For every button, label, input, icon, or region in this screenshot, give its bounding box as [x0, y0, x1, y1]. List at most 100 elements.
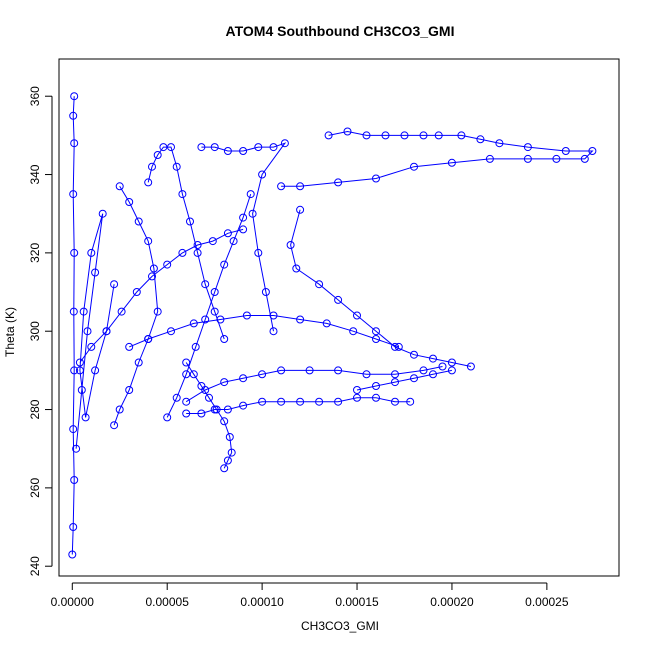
series-line [129, 315, 399, 348]
data-series [277, 127, 597, 191]
data-point [205, 393, 213, 402]
data-point [476, 135, 485, 144]
data-point [296, 205, 305, 214]
data-point [258, 170, 267, 179]
data-point [495, 139, 504, 148]
data-point [197, 382, 206, 390]
data-point [153, 307, 162, 316]
data-point [189, 370, 198, 379]
data-point [77, 386, 86, 394]
series-line [281, 130, 594, 187]
data-point [372, 327, 380, 336]
data-series [68, 92, 79, 559]
data-series [144, 143, 229, 343]
data-point [110, 421, 119, 430]
data-point [561, 147, 570, 155]
data-point [447, 358, 456, 367]
data-point [305, 366, 314, 375]
data-point [447, 366, 456, 375]
data-point [69, 425, 78, 434]
data-point [132, 288, 141, 296]
data-point [167, 327, 175, 336]
data-point [149, 264, 158, 273]
data-point [353, 393, 361, 402]
data-point [239, 225, 248, 234]
y-axis: 240 260 280 300 320 340 360 [28, 86, 53, 576]
x-axis: 0.00000 0.00005 0.00010 0.00015 0.00020 0.000… [51, 582, 569, 609]
data-point [91, 268, 100, 277]
data-point [429, 370, 437, 379]
data-point [220, 378, 229, 387]
data-point [523, 143, 532, 152]
data-point [115, 405, 124, 414]
data-point [343, 127, 352, 136]
data-point [216, 315, 225, 324]
data-point [159, 143, 168, 152]
data-point [172, 393, 181, 402]
data-point [447, 158, 456, 167]
data-point [334, 366, 343, 375]
x-tick-label: 0.00010 [240, 595, 284, 609]
data-point [248, 209, 257, 218]
data-point [410, 374, 418, 383]
series-line [147, 146, 225, 340]
data-point [70, 476, 79, 484]
data-series [110, 182, 162, 430]
data-point [334, 178, 343, 187]
data-point [349, 327, 358, 336]
series-layer [68, 92, 597, 559]
data-point [280, 139, 289, 148]
series-line [201, 142, 287, 332]
data-point [324, 131, 333, 140]
plot-frame [58, 58, 620, 577]
data-point [182, 409, 191, 418]
data-point [258, 397, 267, 406]
data-point [269, 143, 278, 152]
data-point [277, 397, 286, 406]
data-point [246, 190, 255, 199]
data-point [148, 162, 156, 171]
data-point [334, 295, 343, 304]
data-point [296, 397, 305, 406]
data-series [163, 190, 255, 422]
data-point [210, 143, 219, 152]
data-point [186, 217, 194, 226]
data-point [125, 342, 134, 351]
data-point [353, 311, 361, 320]
x-tick-label: 0.00025 [525, 595, 569, 609]
data-point [91, 366, 100, 375]
data-point [72, 444, 81, 453]
data-point [372, 335, 380, 343]
data-point [197, 409, 206, 418]
data-point [277, 182, 286, 191]
data-point [334, 397, 343, 406]
data-point [239, 401, 248, 410]
data-point [70, 92, 79, 101]
data-point [277, 366, 286, 375]
data-point [372, 393, 380, 402]
data-series [353, 366, 456, 394]
data-point [193, 241, 202, 249]
data-point [286, 241, 295, 249]
data-point [220, 464, 229, 473]
data-point [239, 374, 248, 383]
data-point [239, 213, 248, 222]
data-point [79, 307, 88, 316]
y-axis-label: Theta (K) [3, 307, 17, 357]
data-point [419, 366, 428, 375]
data-point [229, 237, 238, 246]
data-point [315, 280, 324, 289]
data-point [220, 417, 229, 426]
data-point [193, 248, 202, 257]
data-point [394, 342, 403, 351]
data-point [70, 139, 79, 148]
data-series [197, 139, 289, 336]
y-tick-label: 260 [28, 478, 42, 498]
series-line [113, 186, 159, 426]
data-point [372, 174, 380, 183]
data-point [552, 154, 561, 163]
data-point [70, 366, 79, 375]
data-point [191, 342, 200, 351]
